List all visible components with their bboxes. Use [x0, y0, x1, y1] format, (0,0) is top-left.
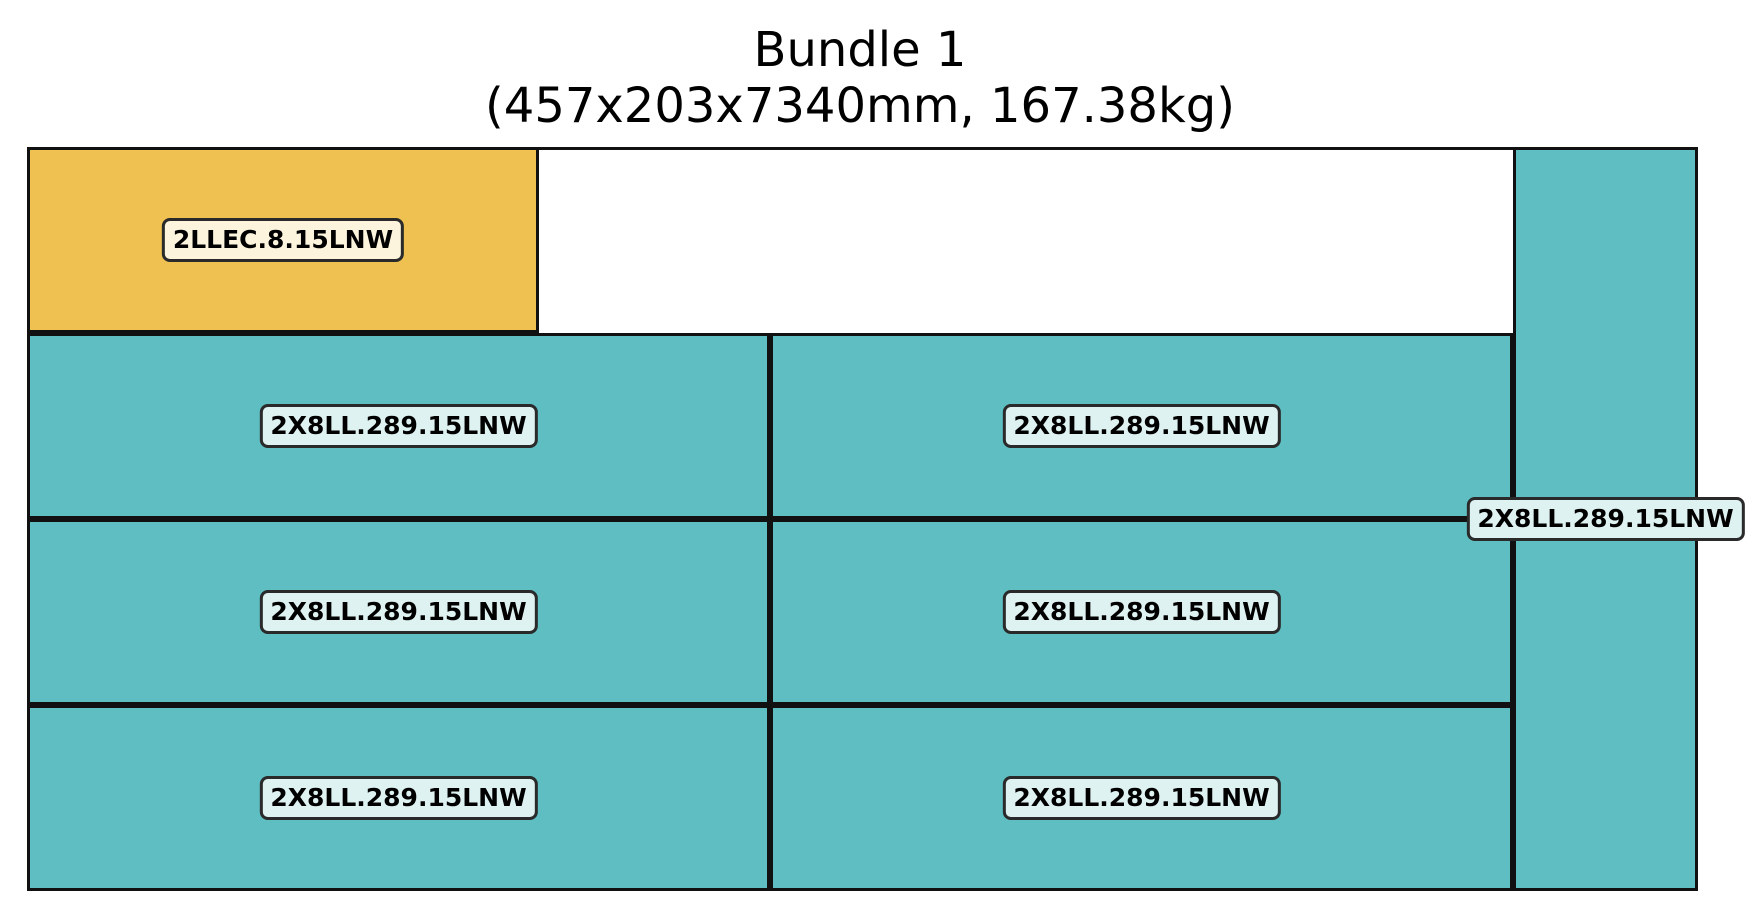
- piece-label: 2LLEC.8.15LNW: [161, 218, 405, 262]
- diagram-title: Bundle 1: [753, 22, 967, 78]
- piece-label: 2X8LL.289.15LNW: [259, 590, 538, 634]
- piece-label: 2X8LL.289.15LNW: [1002, 590, 1281, 634]
- piece-label: 2X8LL.289.15LNW: [1002, 776, 1281, 820]
- diagram-subtitle: (457x203x7340mm, 167.38kg): [485, 78, 1235, 134]
- piece-box: [770, 705, 1513, 891]
- piece-label: 2X8LL.289.15LNW: [1466, 497, 1745, 541]
- piece-label: 2X8LL.289.15LNW: [259, 404, 538, 448]
- piece-label: 2X8LL.289.15LNW: [1002, 404, 1281, 448]
- piece-label: 2X8LL.289.15LNW: [259, 776, 538, 820]
